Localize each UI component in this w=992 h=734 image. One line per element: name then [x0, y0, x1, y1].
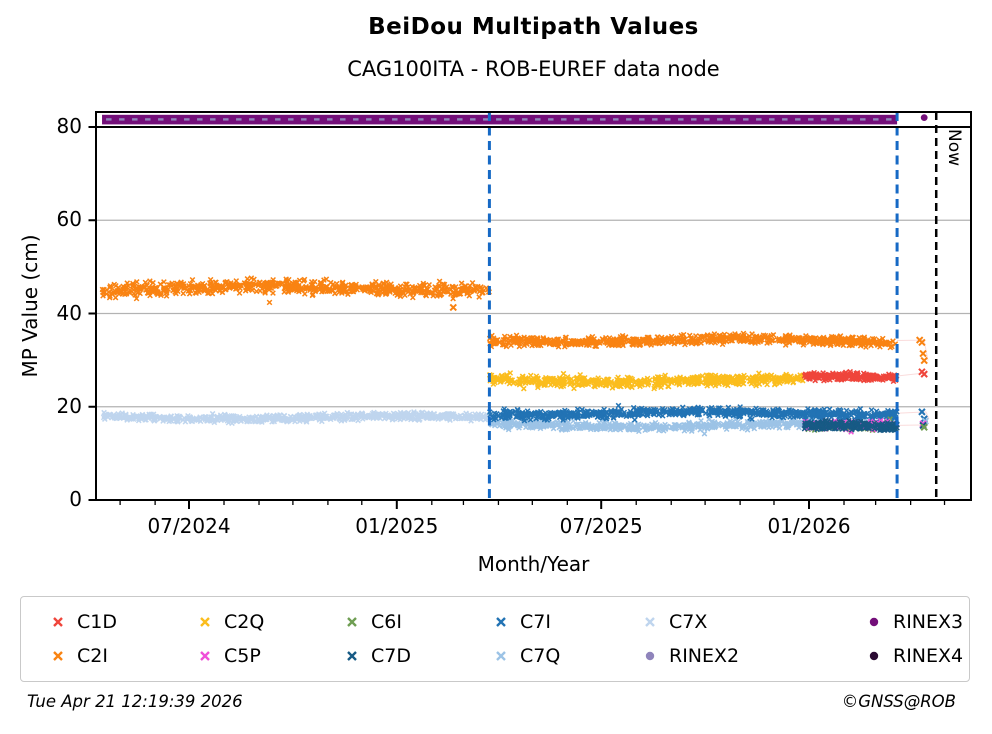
circle-marker-icon [869, 651, 879, 661]
legend-item-c2q: C2Q [198, 610, 345, 633]
legend-label: C2I [77, 644, 108, 667]
legend-item-c7i: C7I [494, 610, 643, 633]
chart-subtitle: CAG100ITA - ROB-EUREF data node [347, 57, 720, 81]
copyright: ©GNSS@ROB [841, 692, 956, 711]
legend-item-c7d: C7D [345, 644, 494, 667]
y-tick-label: 80 [56, 114, 82, 138]
x-marker-icon [53, 651, 63, 661]
x-marker-icon [347, 617, 357, 627]
legend-label: C2Q [224, 610, 265, 633]
legend-item-c7q: C7Q [494, 644, 643, 667]
now-annotation: Now [944, 129, 964, 167]
circle-marker-icon [645, 651, 655, 661]
legend-item-c6i: C6I [345, 610, 494, 633]
legend-item-c7x: C7X [643, 610, 867, 633]
y-tick-label: 40 [56, 300, 82, 325]
x-marker-icon [200, 651, 210, 661]
legend-item-c1d: C1D [51, 610, 198, 633]
x-marker-icon [496, 651, 506, 661]
y-tick-label: 60 [56, 207, 82, 232]
legend-label: C7D [371, 644, 411, 667]
legend-label: RINEX3 [893, 610, 964, 633]
legend-label: C7Q [520, 644, 561, 667]
legend: C1D C2Q C6I C7I C7X RINEX3 C2I C5P C7D C7Q RINEX2 R… [20, 596, 970, 682]
legend-item-rinex3: RINEX3 [867, 610, 969, 633]
timestamp: Tue Apr 21 12:19:39 2026 [27, 692, 243, 711]
x-tick-label: 01/2025 [355, 514, 439, 538]
x-tick-label: 07/2024 [147, 514, 231, 538]
x-tick-label: 07/2025 [559, 514, 643, 538]
legend-label: C5P [224, 644, 261, 667]
x-marker-icon [347, 651, 357, 661]
circle-marker-icon [869, 617, 879, 627]
legend-label: RINEX2 [669, 644, 740, 667]
x-marker-icon [645, 617, 655, 627]
legend-label: C6I [371, 610, 402, 633]
legend-item-c2i: C2I [51, 644, 198, 667]
chart-title: BeiDou Multipath Values [368, 14, 699, 40]
y-tick-label: 0 [69, 487, 82, 511]
x-axis-title: Month/Year [477, 552, 590, 576]
x-marker-icon [496, 617, 506, 627]
legend-label: C7X [669, 610, 708, 633]
legend-item-rinex4: RINEX4 [867, 644, 969, 667]
legend-label: C1D [77, 610, 117, 633]
x-marker-icon [200, 617, 210, 627]
legend-item-rinex2: RINEX2 [643, 644, 867, 667]
x-marker-icon [53, 617, 63, 627]
y-tick-label: 20 [56, 393, 82, 418]
x-tick-label: 01/2026 [767, 514, 851, 538]
legend-item-c5p: C5P [198, 644, 345, 667]
legend-label: RINEX4 [893, 644, 964, 667]
legend-label: C7I [520, 610, 551, 633]
